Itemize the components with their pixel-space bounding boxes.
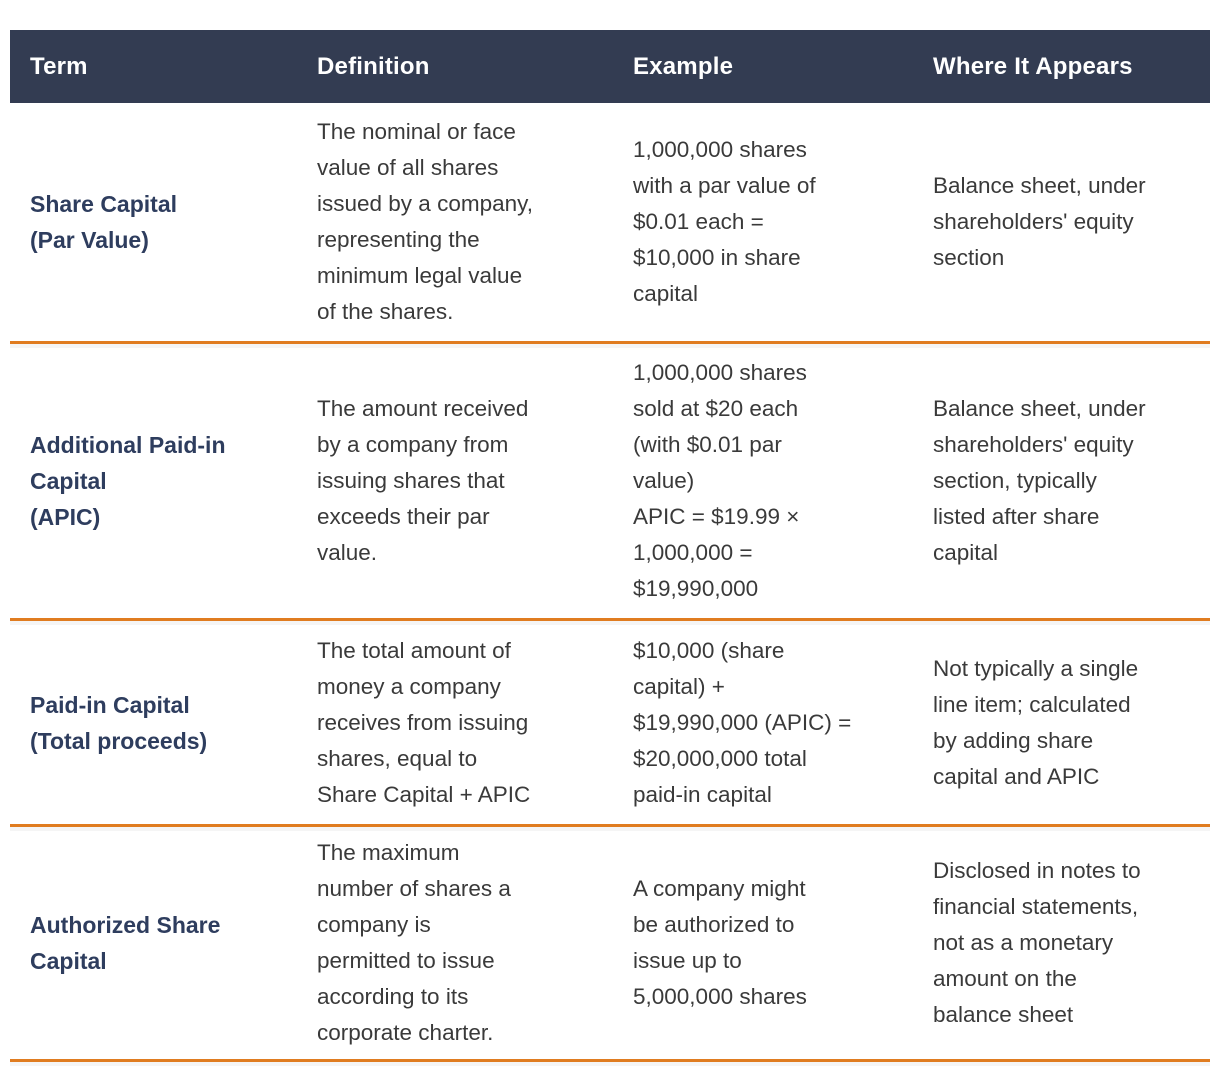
- definition-cell: The total amount of money a company rece…: [317, 637, 531, 807]
- column-header-where-it-appears: Where It Appears: [933, 52, 1133, 80]
- term-cell: Authorized Share Capital: [30, 912, 221, 974]
- table-header-row: Term Definition Example Where It Appears: [10, 30, 1210, 103]
- example-cell: 1,000,000 shares with a par value of $0.…: [633, 137, 816, 306]
- column-header-definition: Definition: [317, 52, 430, 80]
- example-cell: $10,000 (share capital) + $19,990,000 (A…: [633, 637, 852, 807]
- example-cell: 1,000,000 shares sold at $20 each (with …: [633, 360, 807, 601]
- table-row-authorized-share-capital: Authorized Share Capital The maximum num…: [10, 827, 1210, 1062]
- table-row-paid-in-capital: Paid-in Capital (Total proceeds) The tot…: [10, 621, 1210, 827]
- column-header-example: Example: [633, 52, 734, 80]
- share-capital-glossary-table: Term Definition Example Where It Appears…: [10, 30, 1210, 1062]
- table-row-share-capital: Share Capital (Par Value) The nominal or…: [10, 103, 1210, 344]
- column-header-term: Term: [30, 52, 88, 80]
- term-cell: Share Capital (Par Value): [30, 191, 177, 253]
- where-it-appears-cell: Not typically a single line item; calcul…: [933, 655, 1139, 789]
- term-cell: Paid-in Capital (Total proceeds): [30, 691, 208, 754]
- where-it-appears-cell: Disclosed in notes to financial statemen…: [933, 858, 1141, 1027]
- definition-cell: The nominal or face value of all shares …: [317, 119, 533, 324]
- definition-cell: The amount received by a company from is…: [317, 396, 529, 565]
- where-it-appears-cell: Balance sheet, under shareholders' equit…: [933, 173, 1146, 270]
- example-cell: A company might be authorized to issue u…: [633, 876, 807, 1009]
- where-it-appears-cell: Balance sheet, under shareholders' equit…: [933, 396, 1146, 565]
- definition-cell: The maximum number of shares a company i…: [317, 840, 511, 1045]
- table-row-additional-paid-in-capital: Additional Paid-in Capital (APIC) The am…: [10, 344, 1210, 621]
- term-cell: Additional Paid-in Capital (APIC): [30, 432, 226, 530]
